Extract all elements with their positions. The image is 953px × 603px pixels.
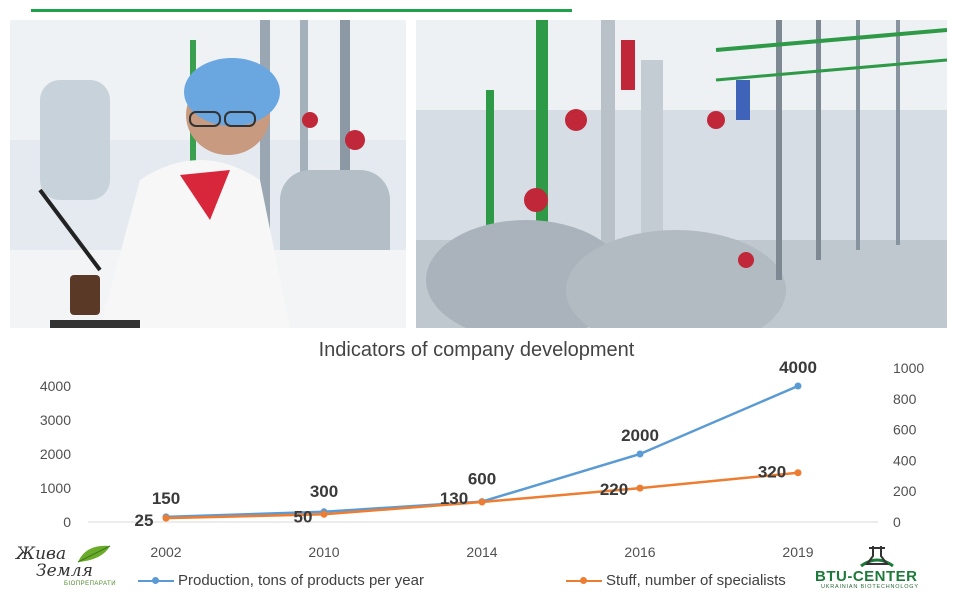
y-right-tick: 400 xyxy=(893,452,917,468)
y-left-tick: 3000 xyxy=(40,412,71,428)
y-right-tick: 200 xyxy=(893,483,917,499)
data-label-production: 300 xyxy=(310,482,338,501)
data-label-staff: 50 xyxy=(294,507,313,526)
y-right-tick: 800 xyxy=(893,391,917,407)
legend-staff-label: Stuff, number of specialists xyxy=(606,572,786,589)
data-point-staff xyxy=(636,484,644,492)
chart-title: Indicators of company development xyxy=(318,339,635,361)
y-right-tick: 600 xyxy=(893,422,917,438)
y-left-tick: 1000 xyxy=(40,480,71,496)
data-label-staff: 220 xyxy=(600,480,628,499)
y-right-tick: 0 xyxy=(893,514,901,530)
data-point-staff xyxy=(320,510,328,518)
data-label-production: 600 xyxy=(468,470,496,489)
btu-center-logo: BTU-CENTER UKRAINIAN BIOTECHNOLOGY xyxy=(815,544,939,592)
data-point-staff xyxy=(162,514,170,522)
data-point-staff xyxy=(478,498,486,506)
data-label-staff: 130 xyxy=(440,489,468,508)
leaf-icon xyxy=(77,545,111,563)
data-label-production: 2000 xyxy=(621,426,659,445)
data-label-staff: 320 xyxy=(758,463,786,482)
data-point-staff xyxy=(794,469,802,477)
logo-left-tagline: БІОПРЕПАРАТИ xyxy=(64,581,117,587)
data-label-production: 150 xyxy=(152,489,180,508)
accent-line xyxy=(31,9,572,12)
lab-flask-icon xyxy=(860,546,894,568)
x-tick: 2010 xyxy=(308,544,339,560)
data-point-production xyxy=(794,382,802,390)
zhyva-zemlia-logo: Жива Земля БІОПРЕПАРАТИ xyxy=(14,544,117,590)
legend-staff: Stuff, number of specialists xyxy=(566,572,786,589)
y-right-tick: 1000 xyxy=(893,360,924,376)
legend-production-label: Production, tons of products per year xyxy=(178,572,424,589)
legend-staff-marker xyxy=(566,574,602,588)
data-label-staff: 25 xyxy=(135,511,154,530)
logo-left-line2: Земля xyxy=(36,561,93,581)
series-line-production xyxy=(165,384,799,519)
data-point-production xyxy=(636,450,644,458)
x-tick: 2016 xyxy=(624,544,655,560)
legend-production: Production, tons of products per year xyxy=(138,572,424,589)
lab-technician-photo xyxy=(10,20,406,328)
logo-left-line1: Жива xyxy=(16,544,67,564)
x-tick: 2019 xyxy=(782,544,813,560)
y-left-tick: 4000 xyxy=(40,378,71,394)
y-left-tick: 2000 xyxy=(40,446,71,462)
x-tick: 2014 xyxy=(466,544,497,560)
logo-right-brand: BTU-CENTER xyxy=(815,568,918,585)
logo-right-tagline: UKRAINIAN BIOTECHNOLOGY xyxy=(821,584,919,590)
y-left-tick: 0 xyxy=(63,514,71,530)
legend-production-marker xyxy=(138,574,174,588)
data-point-production xyxy=(478,498,486,506)
production-plant-photo xyxy=(416,20,947,328)
x-tick: 2002 xyxy=(150,544,181,560)
data-point-production xyxy=(162,513,170,521)
series-line-staff xyxy=(165,471,799,520)
data-point-production xyxy=(320,508,328,516)
